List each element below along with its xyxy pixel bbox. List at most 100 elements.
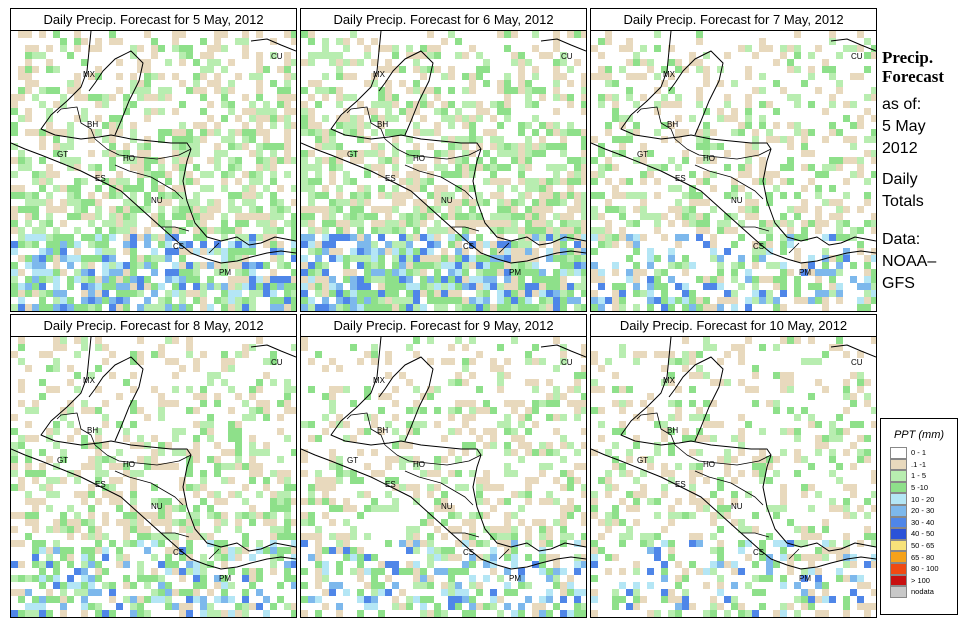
precip-cell	[427, 297, 434, 304]
precip-cell	[710, 533, 717, 540]
precip-cell	[221, 304, 228, 311]
precip-cell	[703, 505, 710, 512]
precip-cell	[794, 610, 801, 617]
precip-cell	[322, 248, 329, 255]
precip-cell	[668, 122, 675, 129]
precip-cell	[661, 575, 668, 582]
precip-cell	[836, 283, 843, 290]
precip-cell	[392, 52, 399, 59]
precip-cell	[633, 414, 640, 421]
country-border	[161, 226, 190, 232]
precip-cell	[745, 199, 752, 206]
precip-cell	[378, 407, 385, 414]
precip-cell	[81, 582, 88, 589]
precip-cell	[539, 603, 546, 610]
precip-cell	[738, 470, 745, 477]
precip-cell	[822, 297, 829, 304]
precip-cell	[291, 122, 296, 129]
precip-cell	[406, 87, 413, 94]
precip-cell	[871, 603, 876, 610]
precip-cell	[39, 171, 46, 178]
precip-cell	[462, 421, 469, 428]
precip-cell	[207, 115, 214, 122]
precip-cell	[32, 171, 39, 178]
precip-cell	[668, 477, 675, 484]
precip-cell	[109, 122, 116, 129]
precip-cell	[32, 192, 39, 199]
precip-cell	[661, 304, 668, 311]
precip-cell	[829, 498, 836, 505]
precip-cell	[427, 561, 434, 568]
precip-cell	[626, 589, 633, 596]
precip-cell	[95, 248, 102, 255]
precip-cell	[574, 283, 581, 290]
precip-cell	[116, 304, 123, 311]
precip-cell	[420, 421, 427, 428]
precip-cell	[780, 45, 787, 52]
precip-cell	[752, 463, 759, 470]
precip-cell	[172, 143, 179, 150]
precip-cell	[249, 199, 256, 206]
precip-cell	[682, 234, 689, 241]
precip-cell	[850, 262, 857, 269]
precip-cell	[74, 269, 81, 276]
precip-cell	[724, 470, 731, 477]
precip-cell	[32, 575, 39, 582]
precip-cell	[689, 192, 696, 199]
precip-cell	[67, 52, 74, 59]
precip-cell	[857, 603, 864, 610]
precip-cell	[322, 73, 329, 80]
precip-cell	[668, 519, 675, 526]
precip-cell	[144, 66, 151, 73]
precip-cell	[172, 505, 179, 512]
precip-cell	[235, 213, 242, 220]
precip-cell	[696, 540, 703, 547]
country-border	[451, 532, 480, 538]
legend-item: 40 - 50	[890, 528, 957, 540]
precip-cell	[448, 192, 455, 199]
precip-cell	[277, 255, 284, 262]
precip-cell	[301, 108, 308, 115]
precip-cell	[773, 561, 780, 568]
precip-cell	[406, 379, 413, 386]
precip-cell	[780, 192, 787, 199]
precip-cell	[350, 283, 357, 290]
precip-cell	[284, 143, 291, 150]
precip-cell	[441, 108, 448, 115]
precip-cell	[490, 554, 497, 561]
precip-cell	[256, 512, 263, 519]
precip-cell	[336, 470, 343, 477]
precip-cell	[553, 519, 560, 526]
precip-cell	[469, 220, 476, 227]
precip-cell	[200, 94, 207, 101]
precip-cell	[518, 248, 525, 255]
precip-cell	[46, 234, 53, 241]
precip-cell	[675, 66, 682, 73]
precip-cell	[357, 206, 364, 213]
precip-cell	[598, 150, 605, 157]
precip-cell	[640, 533, 647, 540]
precip-cell	[371, 269, 378, 276]
precip-cell	[605, 199, 612, 206]
precip-cell	[399, 372, 406, 379]
precip-cell	[612, 192, 619, 199]
precip-cell	[53, 596, 60, 603]
precip-cell	[689, 533, 696, 540]
precip-cell	[53, 358, 60, 365]
precip-cell	[633, 269, 640, 276]
sidebar-title: Precip. Forecast	[882, 48, 944, 86]
precip-cell	[207, 262, 214, 269]
precip-cell	[567, 386, 574, 393]
precip-cell	[822, 304, 829, 311]
precip-cell	[427, 248, 434, 255]
precip-cell	[25, 241, 32, 248]
precip-cell	[546, 199, 553, 206]
precip-cell	[32, 610, 39, 617]
precip-cell	[850, 463, 857, 470]
precip-cell	[413, 304, 420, 311]
precip-cell	[780, 603, 787, 610]
precip-cell	[277, 143, 284, 150]
precip-cell	[392, 276, 399, 283]
precip-cell	[448, 344, 455, 351]
